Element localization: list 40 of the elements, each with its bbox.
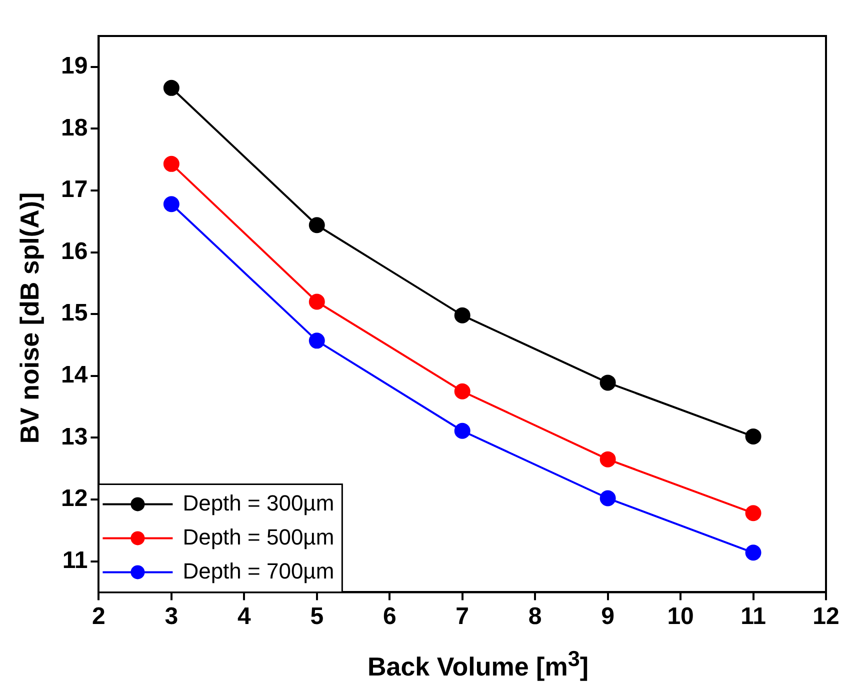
- point: [745, 505, 762, 522]
- point: [163, 156, 180, 172]
- point: [600, 451, 616, 468]
- y-axis-title: BV noise [dB spl(A)]: [14, 192, 46, 444]
- legend-label: Depth = 700µm: [182, 558, 334, 584]
- x-tick-label: 11: [740, 603, 766, 630]
- y-tick-label: 11: [62, 546, 88, 574]
- point: [745, 544, 762, 561]
- x-tick-label: 5: [310, 603, 324, 630]
- y-tick-label: 12: [60, 485, 88, 512]
- y-tick-label: 19: [60, 52, 88, 80]
- x-tick-label: 10: [667, 603, 694, 630]
- y-tick-label: 15: [60, 300, 88, 327]
- point: [308, 217, 325, 234]
- y-tick-label: 18: [60, 114, 88, 142]
- legend-label: Depth = 500µm: [182, 524, 334, 550]
- x-tick-label: 4: [237, 603, 252, 630]
- point: [163, 196, 180, 212]
- x-tick-label: 9: [601, 603, 614, 630]
- legend-label: Depth = 300µm: [182, 490, 334, 516]
- y-tick-label: 14: [60, 362, 88, 389]
- y-tick-label: 13: [60, 423, 88, 450]
- point: [163, 80, 180, 96]
- x-axis-title: Back Volume [m$^{3}$]: [366, 646, 590, 683]
- x-tick-label: 8: [528, 603, 542, 630]
- x-tick-label: 6: [382, 603, 396, 630]
- point: [308, 294, 325, 310]
- y-tick-label: 17: [60, 176, 88, 204]
- point: [600, 490, 616, 506]
- x-tick-label: 7: [456, 603, 470, 630]
- y-tick-label: 16: [60, 238, 88, 265]
- point: [454, 383, 470, 400]
- x-tick-label: 2: [92, 603, 106, 630]
- point: [745, 428, 762, 444]
- x-tick-label: 12: [812, 603, 840, 630]
- x-tick-label: 3: [164, 603, 178, 630]
- point: [454, 422, 470, 439]
- point: [454, 307, 470, 324]
- point: [600, 374, 616, 391]
- point: [308, 332, 325, 349]
